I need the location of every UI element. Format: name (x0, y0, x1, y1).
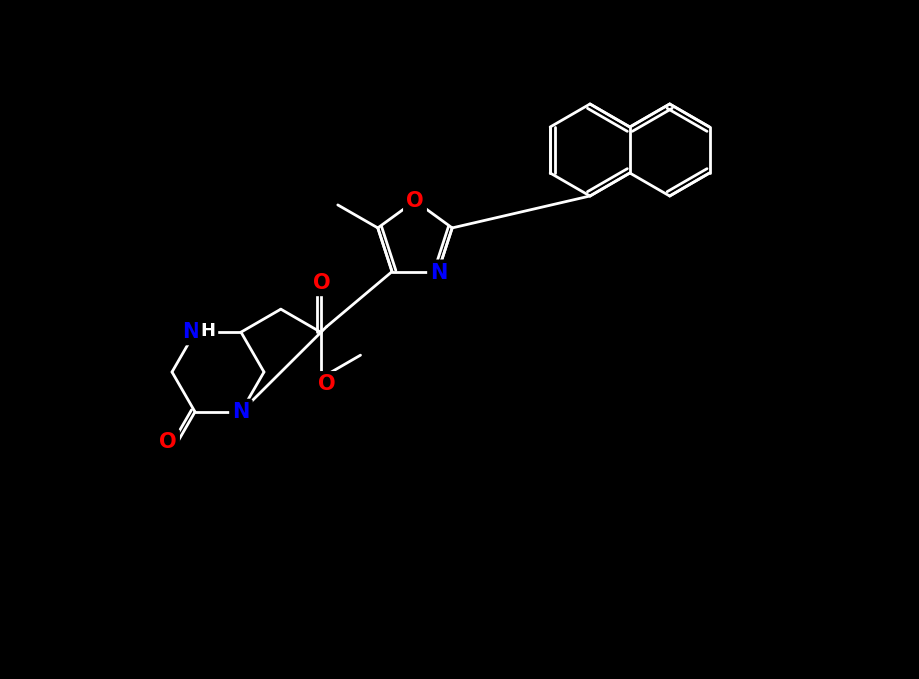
Text: H: H (200, 322, 215, 340)
Text: N: N (233, 402, 249, 422)
Text: O: O (159, 432, 176, 452)
Text: N: N (430, 263, 448, 282)
Text: N: N (182, 322, 199, 342)
Text: O: O (312, 273, 330, 293)
Text: O: O (406, 191, 424, 211)
Text: O: O (318, 374, 335, 394)
